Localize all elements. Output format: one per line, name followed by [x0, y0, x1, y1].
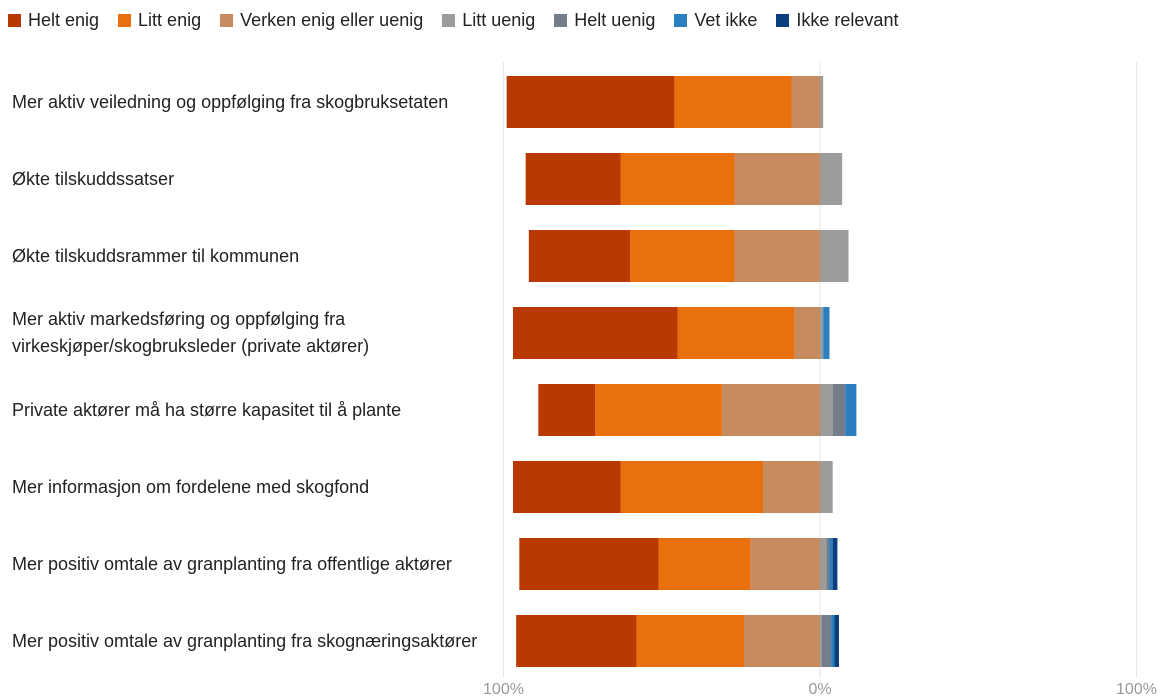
bar-segment [820, 615, 822, 667]
legend-swatch [442, 13, 456, 27]
bar-segment [832, 538, 838, 590]
bar-segment [791, 76, 820, 128]
bar-segment [826, 538, 830, 590]
bar-segment [820, 76, 824, 128]
bar-segment [528, 230, 631, 282]
legend-item: Litt uenig [442, 10, 535, 31]
category-label: Mer aktiv markedsføring og oppfølging fr… [12, 309, 370, 356]
bar-segment [677, 307, 795, 359]
bar-segment [734, 230, 820, 282]
bar-segment [538, 384, 596, 436]
legend-item: Helt uenig [554, 10, 655, 31]
legend-label: Verken enig eller uenig [240, 9, 424, 30]
category-label: Mer positiv omtale av granplanting fra o… [12, 553, 452, 574]
bar-segment [820, 461, 833, 513]
bar-segment [595, 384, 722, 436]
category-label: Mer positiv omtale av granplanting fra s… [12, 630, 478, 651]
x-tick-label: 100% [483, 681, 524, 697]
bar-segment [832, 384, 846, 436]
bar-segment [658, 538, 751, 590]
bar-segment [516, 615, 637, 667]
bar-segment [820, 538, 827, 590]
category-label: Økte tilskuddssatser [12, 168, 175, 189]
legend-label: Helt enig [28, 9, 100, 30]
bar-segment [506, 76, 675, 128]
legend-swatch [220, 13, 234, 27]
bar-segment [834, 615, 839, 667]
category-label: Private aktører må ha større kapasitet t… [12, 399, 402, 420]
legend-label: Litt enig [138, 9, 202, 30]
category-label: Mer aktiv veiledning og oppfølging fra s… [12, 91, 449, 112]
legend-item: Litt enig [118, 10, 201, 31]
bar-segment [636, 615, 745, 667]
bar-segment [820, 384, 833, 436]
legend-label: Helt uenig [574, 9, 656, 30]
x-tick-label: 0% [808, 681, 831, 697]
x-tick-label: 100% [1116, 681, 1157, 697]
bar-segment [630, 230, 735, 282]
bar-segment [820, 153, 843, 205]
bar-segment [744, 615, 820, 667]
bar-segment [750, 538, 820, 590]
legend-swatch [554, 13, 568, 27]
bar-segment [674, 76, 792, 128]
bar-segment [721, 384, 820, 436]
legend-swatch [674, 13, 688, 27]
bar-segment [820, 230, 849, 282]
bar-segment [620, 153, 735, 205]
legend-label: Litt uenig [462, 9, 536, 30]
legend-item: Vet ikke [674, 10, 757, 31]
bar-segment [845, 384, 857, 436]
category-label: Økte tilskuddsrammer til kommunen [12, 245, 300, 266]
bar-segment [794, 307, 820, 359]
bar-segment [823, 307, 830, 359]
bar-segment [525, 153, 621, 205]
bar-segment [821, 615, 832, 667]
category-label: Mer informasjon om fordelene med skogfon… [12, 476, 370, 497]
legend-label: Vet ikke [694, 9, 758, 30]
legend-swatch [776, 13, 790, 27]
chart-legend: Helt enig Litt enig Verken enig eller ueni… [8, 8, 917, 32]
bar-segment [829, 538, 833, 590]
legend-item: Verken enig eller uenig [220, 10, 423, 31]
bar-segment [512, 461, 621, 513]
bar-segment [734, 153, 820, 205]
bar-segment [512, 307, 678, 359]
bar-segment [831, 615, 835, 667]
bar-segment [620, 461, 764, 513]
legend-label: Ikke relevant [796, 9, 899, 30]
legend-swatch [118, 13, 132, 27]
legend-item: Helt enig [8, 10, 99, 31]
legend-item: Ikke relevant [776, 10, 898, 31]
bar-segment [820, 307, 824, 359]
bar-segment [763, 461, 820, 513]
bar-segment [519, 538, 659, 590]
legend-swatch [8, 13, 21, 27]
